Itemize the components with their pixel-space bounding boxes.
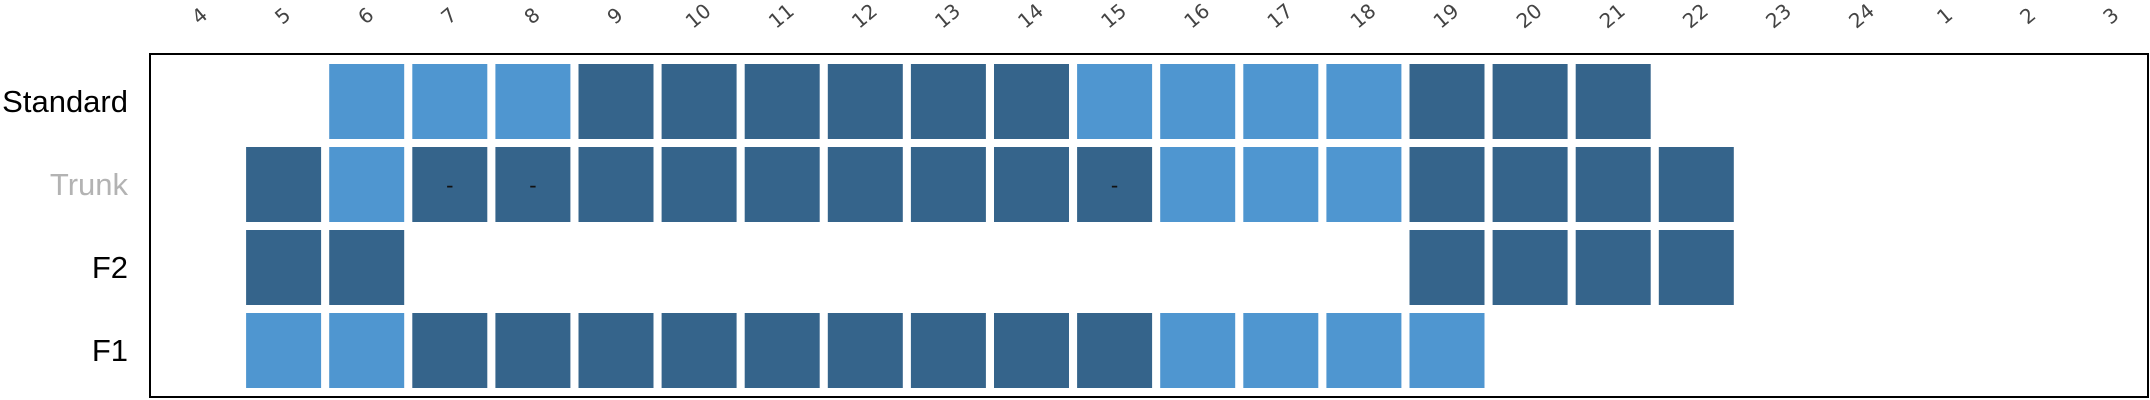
heatmap-cell (661, 64, 737, 139)
heatmap-cell (1492, 230, 1568, 305)
row-label: F2 (92, 250, 128, 285)
heatmap-cell (1077, 313, 1153, 388)
x-tick-label: 13 (930, 0, 965, 33)
x-tick-label: 7 (436, 3, 461, 30)
heatmap-cell (329, 230, 405, 305)
cell-mark: - (529, 172, 536, 197)
x-tick-label: 21 (1595, 0, 1630, 33)
x-tick-label: 19 (1429, 0, 1464, 33)
heatmap-cell (1575, 230, 1651, 305)
heatmap-cell (495, 147, 571, 222)
x-tick-label: 17 (1262, 0, 1297, 33)
heatmap-cell (910, 147, 986, 222)
heatmap-cell (578, 64, 654, 139)
heatmap-cell (1160, 64, 1236, 139)
heatmap-cell (994, 313, 1069, 388)
heatmap-cell (827, 147, 903, 222)
x-tick-label: 23 (1761, 0, 1796, 33)
heatmap-cell (994, 147, 1069, 222)
x-tick-label: 8 (519, 3, 544, 30)
heatmap-cell (994, 64, 1069, 139)
heatmap-cell (1658, 147, 1734, 222)
heatmap-cell (1243, 313, 1319, 388)
heatmap-cell (246, 313, 322, 388)
heatmap-cell (329, 313, 405, 388)
heatmap-cell (1077, 64, 1153, 139)
heatmap-cell (495, 64, 571, 139)
heatmap-cell (578, 147, 654, 222)
heatmap-cell (1575, 147, 1651, 222)
heatmap-cell (1409, 230, 1485, 305)
x-tick-label: 10 (681, 0, 716, 33)
heatmap-cell (744, 313, 820, 388)
heatmap-cell (1326, 64, 1402, 139)
cells-layer: --- (246, 64, 1734, 388)
heatmap-cell (1575, 64, 1651, 139)
heatmap-cell (246, 230, 322, 305)
x-tick-label: 15 (1096, 0, 1131, 33)
heatmap-cell (1160, 313, 1236, 388)
x-tick-label: 6 (353, 3, 378, 30)
heatmap-cell (1326, 313, 1402, 388)
x-tick-label: 2 (2015, 3, 2040, 30)
heatmap-cell (1077, 147, 1153, 222)
x-tick-label: 12 (847, 0, 882, 33)
heatmap-cell (1409, 313, 1485, 388)
heatmap-cell (1658, 230, 1734, 305)
cell-mark: - (1111, 172, 1118, 197)
x-tick-label: 16 (1179, 0, 1214, 33)
heatmap-cell (578, 313, 654, 388)
x-tick-label: 3 (2098, 3, 2123, 30)
x-tick-label: 18 (1345, 0, 1380, 33)
heatmap-cell (412, 64, 488, 139)
heatmap-cell (1326, 147, 1402, 222)
x-tick-label: 24 (1844, 0, 1879, 33)
heatmap-cell (412, 147, 488, 222)
row-label: Trunk (50, 167, 129, 202)
heatmap-cell (1409, 147, 1485, 222)
x-tick-label: 1 (1932, 3, 1957, 30)
heatmap-cell (1243, 64, 1319, 139)
heatmap-cell (744, 64, 820, 139)
heatmap-cell (661, 147, 737, 222)
heatmap-cell (827, 313, 903, 388)
heatmap-cell (329, 64, 405, 139)
heatmap-cell (1409, 64, 1485, 139)
heatmap-cell (412, 313, 488, 388)
heatmap-cell (661, 313, 737, 388)
x-tick-label: 5 (270, 3, 295, 30)
heatmap-cell (495, 313, 571, 388)
heatmap-cell (329, 147, 405, 222)
row-label: F1 (92, 333, 128, 368)
heatmap-cell (1243, 147, 1319, 222)
heatmap-cell (910, 313, 986, 388)
x-tick-label: 14 (1013, 0, 1048, 33)
plot-frame (149, 53, 2149, 398)
heatmap-cell (910, 64, 986, 139)
heatmap-cell (1492, 147, 1568, 222)
x-axis-ticks: 4 5 6 7 8 9 10 11 12 13 14 15 16 17 18 19 20 21 22 23 24 1 2 3 (187, 0, 2123, 33)
heatmap-cell (744, 147, 820, 222)
x-tick-label: 4 (187, 3, 212, 30)
x-tick-label: 22 (1678, 0, 1713, 33)
heatmap-cell (827, 64, 903, 139)
row-labels: Standard Trunk F2 F1 (2, 84, 128, 368)
heatmap-cell (1492, 64, 1568, 139)
x-tick-label: 11 (764, 0, 799, 33)
x-tick-label: 9 (602, 3, 627, 30)
heatmap-cell (246, 147, 322, 222)
heatmap-cell (1160, 147, 1236, 222)
row-label: Standard (2, 84, 128, 119)
cell-mark: - (446, 172, 453, 197)
x-tick-label: 20 (1512, 0, 1547, 33)
